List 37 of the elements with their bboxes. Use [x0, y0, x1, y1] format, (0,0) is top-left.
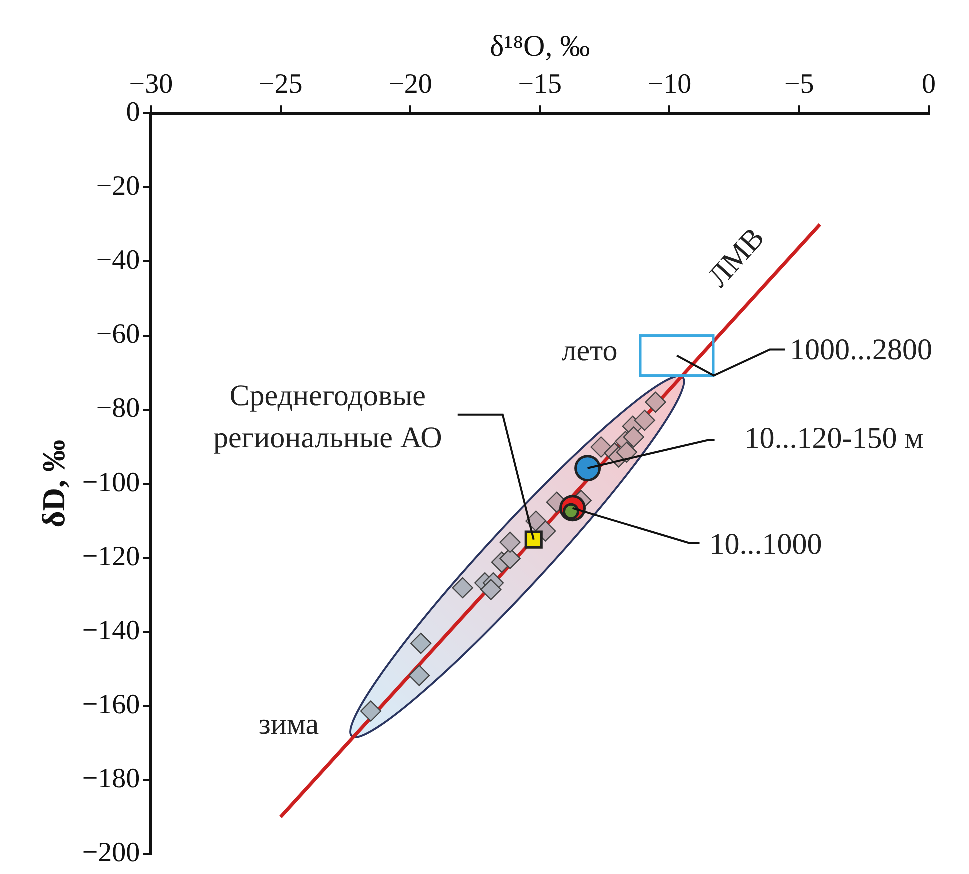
- y-tick-label: −100: [82, 467, 140, 498]
- x-tick-label: 0: [922, 69, 936, 100]
- x-tick-label: −10: [648, 69, 692, 100]
- x-tick-label: −15: [518, 69, 562, 100]
- annotation: Среднегодовые региональные АО: [213, 380, 442, 455]
- point: [574, 455, 602, 482]
- point: [590, 436, 612, 458]
- y-tick-label: −20: [96, 171, 140, 202]
- point: [360, 700, 382, 722]
- point: [623, 426, 645, 448]
- y-tick-label: −80: [96, 393, 140, 424]
- y-axis-title: δD, ‰: [35, 440, 72, 528]
- point: [634, 410, 656, 432]
- annotation: 1000...2800: [790, 334, 932, 367]
- x-tick-label: −25: [258, 69, 303, 100]
- y-tick-label: −180: [82, 764, 140, 794]
- x-tick-label: −20: [388, 69, 432, 100]
- point: [524, 530, 543, 549]
- point: [480, 579, 502, 600]
- y-tick-label: −120: [82, 541, 140, 572]
- y-tick-label: −200: [82, 838, 140, 869]
- annotation: 10...1000: [710, 528, 822, 562]
- annotation: лето: [562, 334, 618, 368]
- point: [452, 577, 474, 599]
- y-tick-label: −40: [96, 245, 140, 276]
- x-tick-label: −5: [784, 69, 814, 100]
- annotation: зима: [259, 708, 320, 742]
- annotation: 10...120-150 м: [744, 422, 924, 456]
- y-tick-label: −60: [96, 319, 140, 350]
- point: [645, 392, 666, 414]
- y-tick-label: −140: [82, 615, 140, 646]
- y-tick-label: −160: [82, 689, 140, 720]
- point: [410, 632, 432, 654]
- x-axis-title: δ¹⁸O, ‰: [490, 30, 590, 63]
- point: [500, 532, 521, 554]
- point: [616, 442, 638, 464]
- point: [408, 665, 430, 686]
